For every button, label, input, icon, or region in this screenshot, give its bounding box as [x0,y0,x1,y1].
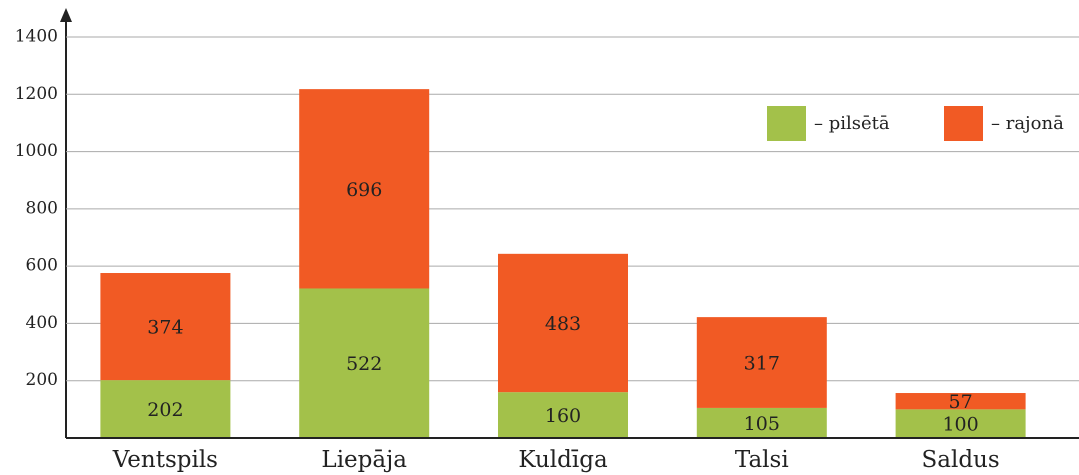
bar-segment [498,392,628,438]
bar-segment [299,288,430,438]
data-label: 105 [744,413,780,435]
data-label: 696 [346,179,382,201]
bar-segment [299,89,430,289]
x-tick-label: Ventspils [112,447,218,473]
x-tick-label: Saldus [922,447,1000,473]
data-label: 100 [942,414,978,436]
data-label: 57 [949,391,973,413]
bar-segment [696,317,827,408]
y-tick-label: 400 [26,313,58,333]
data-label: 202 [147,399,183,421]
data-label: 522 [346,353,382,375]
data-label: 160 [545,405,581,427]
y-tick-label: 1000 [15,141,58,161]
x-tick-label: Liepāja [321,447,407,473]
data-label: 483 [545,313,581,335]
y-axis-arrow [60,8,72,22]
bar-segment [895,393,1026,410]
legend-swatch [944,106,983,141]
bar-segment [696,407,827,438]
data-label: 317 [744,353,780,375]
legend-label: – pilsētā [814,113,890,134]
y-tick-label: 200 [26,370,58,390]
bar-segment [498,253,628,393]
y-tick-label: 800 [26,198,58,218]
y-tick-label: 1200 [15,84,58,104]
y-tick-label: 600 [26,256,58,276]
legend-swatch [767,106,806,141]
x-tick-label: Talsi [735,447,789,473]
bar-segment [895,409,1026,438]
data-label: 374 [147,317,183,339]
legend-label: – rajonā [991,113,1064,134]
bar-segment [100,273,231,381]
y-tick-label: 1400 [15,27,58,47]
x-tick-label: Kuldīga [518,447,608,473]
bar-segment [100,380,231,438]
